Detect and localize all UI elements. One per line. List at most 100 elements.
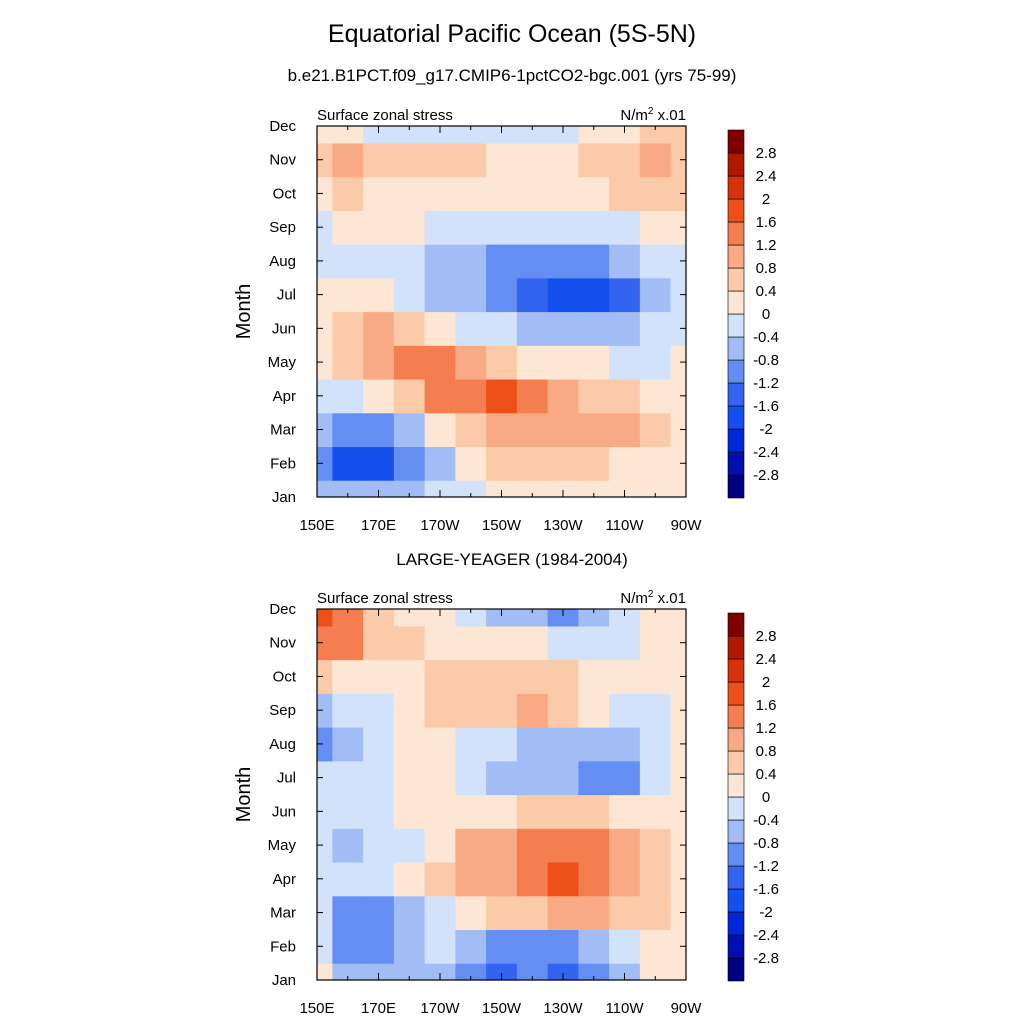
heatmap-cell-Oct-250 xyxy=(609,659,641,694)
colorbar-box xyxy=(727,888,745,913)
heatmap-cell-Oct-260 xyxy=(639,659,672,694)
y-tick-label-Sep: Sep xyxy=(269,702,296,719)
heatmap-cell-Dec-240 xyxy=(578,609,610,627)
heatmap-cell-Feb-160 xyxy=(332,446,364,481)
heatmap-cell-Jan-190 xyxy=(424,963,456,981)
heatmap-cell-Dec-230 xyxy=(547,126,579,144)
heatmap-cell-Jul-250 xyxy=(609,277,641,313)
heatmap-cell-Dec-250 xyxy=(609,609,641,627)
colorbar-label: 0.4 xyxy=(756,283,777,300)
heatmap-cell-Oct-240 xyxy=(578,659,610,694)
heatmap-cell-May-250 xyxy=(609,345,641,380)
heatmap-cell-Jun-250 xyxy=(609,794,641,829)
heatmap-cell-Aug-250 xyxy=(609,727,641,762)
heatmap-cell-Jun-260 xyxy=(639,794,672,829)
heatmap-cell-Mar-180 xyxy=(393,895,426,931)
y-tick-label-Dec: Dec xyxy=(269,118,296,135)
colorbar-box xyxy=(727,681,745,706)
heatmap-cell-Feb-210 xyxy=(486,446,518,481)
heatmap-cell-Sep-180 xyxy=(393,210,426,245)
colorbar-label: 2.8 xyxy=(756,145,777,162)
heatmap-cell-May-160 xyxy=(332,345,364,380)
x-tick-label-110W: 110W xyxy=(605,517,644,534)
y-tick-label-Jul: Jul xyxy=(277,287,296,304)
heatmap-cell-Jun-240 xyxy=(578,311,610,346)
heatmap-cell-May-150 xyxy=(317,345,333,380)
heatmap-cell-Mar-250 xyxy=(609,895,641,931)
heatmap-cell-Sep-210 xyxy=(486,210,518,245)
heatmap-cell-Sep-250 xyxy=(609,693,641,728)
heatmap-cell-Jul-170 xyxy=(363,760,395,796)
heatmap-cell-Oct-210 xyxy=(486,176,518,211)
heatmap-cell-Dec-190 xyxy=(424,609,456,627)
colorbar-box xyxy=(727,957,745,982)
heatmap-cell-Dec-240 xyxy=(578,126,610,144)
heatmap-cell-Nov-170 xyxy=(363,625,395,661)
x-tick-label-130W: 130W xyxy=(543,1000,583,1017)
heatmap-cell-Aug-240 xyxy=(578,244,610,279)
heatmap-cell-May-210 xyxy=(486,345,518,380)
heatmap-cell-Mar-150 xyxy=(317,412,333,448)
heatmap-cell-Jul-150 xyxy=(317,760,333,796)
heatmap-cell-Nov-150 xyxy=(317,625,333,661)
y-tick-label-Dec: Dec xyxy=(269,601,296,618)
heatmap-cell-Oct-190 xyxy=(424,176,456,211)
heatmap-cell-Jan-240 xyxy=(578,480,610,498)
heatmap-cell-Jan-240 xyxy=(578,963,610,981)
heatmap-cell-Dec-190 xyxy=(424,126,456,144)
heatmap-cell-Aug-260 xyxy=(639,244,672,279)
heatmap-cell-May-270 xyxy=(670,828,687,863)
heatmap-cell-May-230 xyxy=(547,828,579,863)
heatmap-cell-May-260 xyxy=(639,828,672,863)
heatmap-cell-Sep-190 xyxy=(424,693,456,728)
heatmap-cell-Apr-200 xyxy=(455,861,487,897)
heatmap-cell-Oct-200 xyxy=(455,176,487,211)
heatmap-cell-May-190 xyxy=(424,828,456,863)
colorbar-box xyxy=(727,704,745,729)
heatmap-cell-Oct-230 xyxy=(547,176,579,211)
heatmap-cell-Oct-270 xyxy=(670,176,687,211)
heatmap-cell-Mar-250 xyxy=(609,412,641,448)
x-tick-label-170E: 170E xyxy=(361,1000,396,1017)
colorbar-label: 0 xyxy=(762,789,770,806)
heatmap-cell-Apr-210 xyxy=(486,378,518,414)
heatmap-cell-Feb-230 xyxy=(547,929,579,964)
heatmap-cell-Dec-160 xyxy=(332,609,364,627)
heatmap-cell-Oct-240 xyxy=(578,176,610,211)
x-tick-label-170W: 170W xyxy=(420,517,460,534)
heatmap-cell-Apr-170 xyxy=(363,378,395,414)
colorbar-label: 0.8 xyxy=(756,260,777,277)
heatmap-cell-Aug-180 xyxy=(393,244,426,279)
colorbar-label: 0 xyxy=(762,306,770,323)
top-panel-title: b.e21.B1PCT.f09_g17.CMIP6-1pctCO2-bgc.00… xyxy=(287,66,737,85)
heatmap-cell-Nov-170 xyxy=(363,142,395,178)
heatmap-cell-May-240 xyxy=(578,345,610,380)
heatmap-cell-Feb-240 xyxy=(578,929,610,964)
heatmap-cell-Mar-270 xyxy=(670,895,687,931)
heatmap-cell-Oct-230 xyxy=(547,659,579,694)
heatmap-cell-Jan-180 xyxy=(393,480,426,498)
heatmap-cell-Jan-200 xyxy=(455,963,487,981)
heatmap-cell-Jul-190 xyxy=(424,277,456,313)
heatmap-cell-Sep-220 xyxy=(516,693,549,728)
heatmap-cell-Aug-170 xyxy=(363,727,395,762)
heatmap-cell-May-210 xyxy=(486,828,518,863)
heatmap-cell-Apr-240 xyxy=(578,861,610,897)
colorbar-label: 2.4 xyxy=(756,168,777,185)
colorbar-box xyxy=(727,290,745,315)
heatmap-cell-Dec-180 xyxy=(393,126,426,144)
heatmap-cell-Sep-240 xyxy=(578,693,610,728)
heatmap-cell-Aug-180 xyxy=(393,727,426,762)
heatmap-cell-Nov-260 xyxy=(639,625,672,661)
heatmap-cell-Nov-180 xyxy=(393,625,426,661)
heatmap-cell-Oct-170 xyxy=(363,659,395,694)
y-tick-label-Jul: Jul xyxy=(277,770,296,787)
heatmap-cell-Jan-160 xyxy=(332,480,364,498)
x-tick-label-150E: 150E xyxy=(299,1000,334,1017)
heatmap-cell-Sep-170 xyxy=(363,693,395,728)
colorbar-label: 2.4 xyxy=(756,651,777,668)
heatmap-cell-Oct-210 xyxy=(486,659,518,694)
y-tick-label-Oct: Oct xyxy=(273,668,297,685)
heatmap-cell-Feb-240 xyxy=(578,446,610,481)
figure-title: Equatorial Pacific Ocean (5S-5N) xyxy=(327,20,697,48)
